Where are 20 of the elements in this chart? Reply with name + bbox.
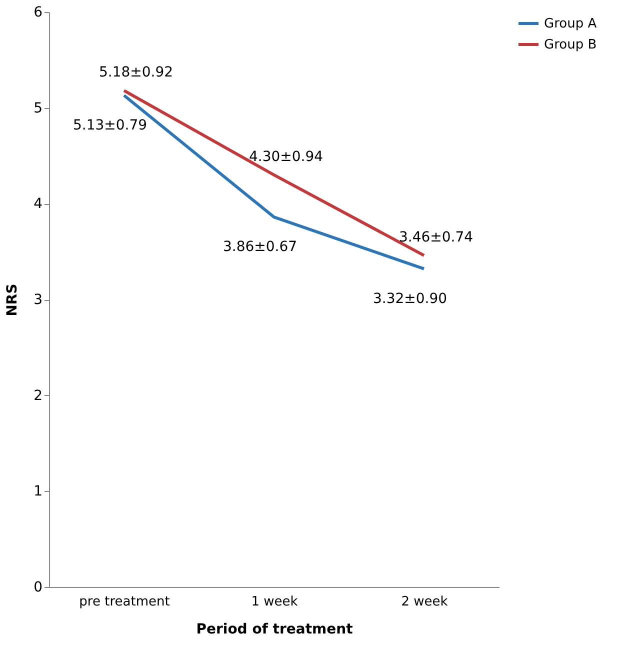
y-axis-title: NRS <box>4 284 21 316</box>
y-tick-label: 3 <box>34 292 42 308</box>
legend-label: Group A <box>544 16 597 32</box>
data-label: 5.13±0.79 <box>72 117 148 134</box>
data-label: 4.30±0.94 <box>248 148 324 165</box>
y-tick-label: 6 <box>34 4 43 20</box>
legend-label: Group B <box>544 38 597 52</box>
x-tick-label: 2 week <box>401 594 448 610</box>
x-axis-title: Period of treatment <box>196 622 354 638</box>
data-label: 3.32±0.90 <box>372 290 448 307</box>
y-tick-label: 1 <box>34 484 42 500</box>
y-tick-label: 5 <box>34 100 42 116</box>
y-tick-label: 2 <box>34 388 42 404</box>
data-label: 3.86±0.67 <box>222 239 298 256</box>
y-tick-label: 4 <box>34 196 43 212</box>
x-tick-label: 1 week <box>251 594 298 610</box>
data-label: 5.18±0.92 <box>98 64 174 81</box>
x-tick-label: pre treatment <box>79 594 170 610</box>
y-tick-label: 0 <box>34 580 42 596</box>
data-label: 3.46±0.74 <box>398 229 474 246</box>
